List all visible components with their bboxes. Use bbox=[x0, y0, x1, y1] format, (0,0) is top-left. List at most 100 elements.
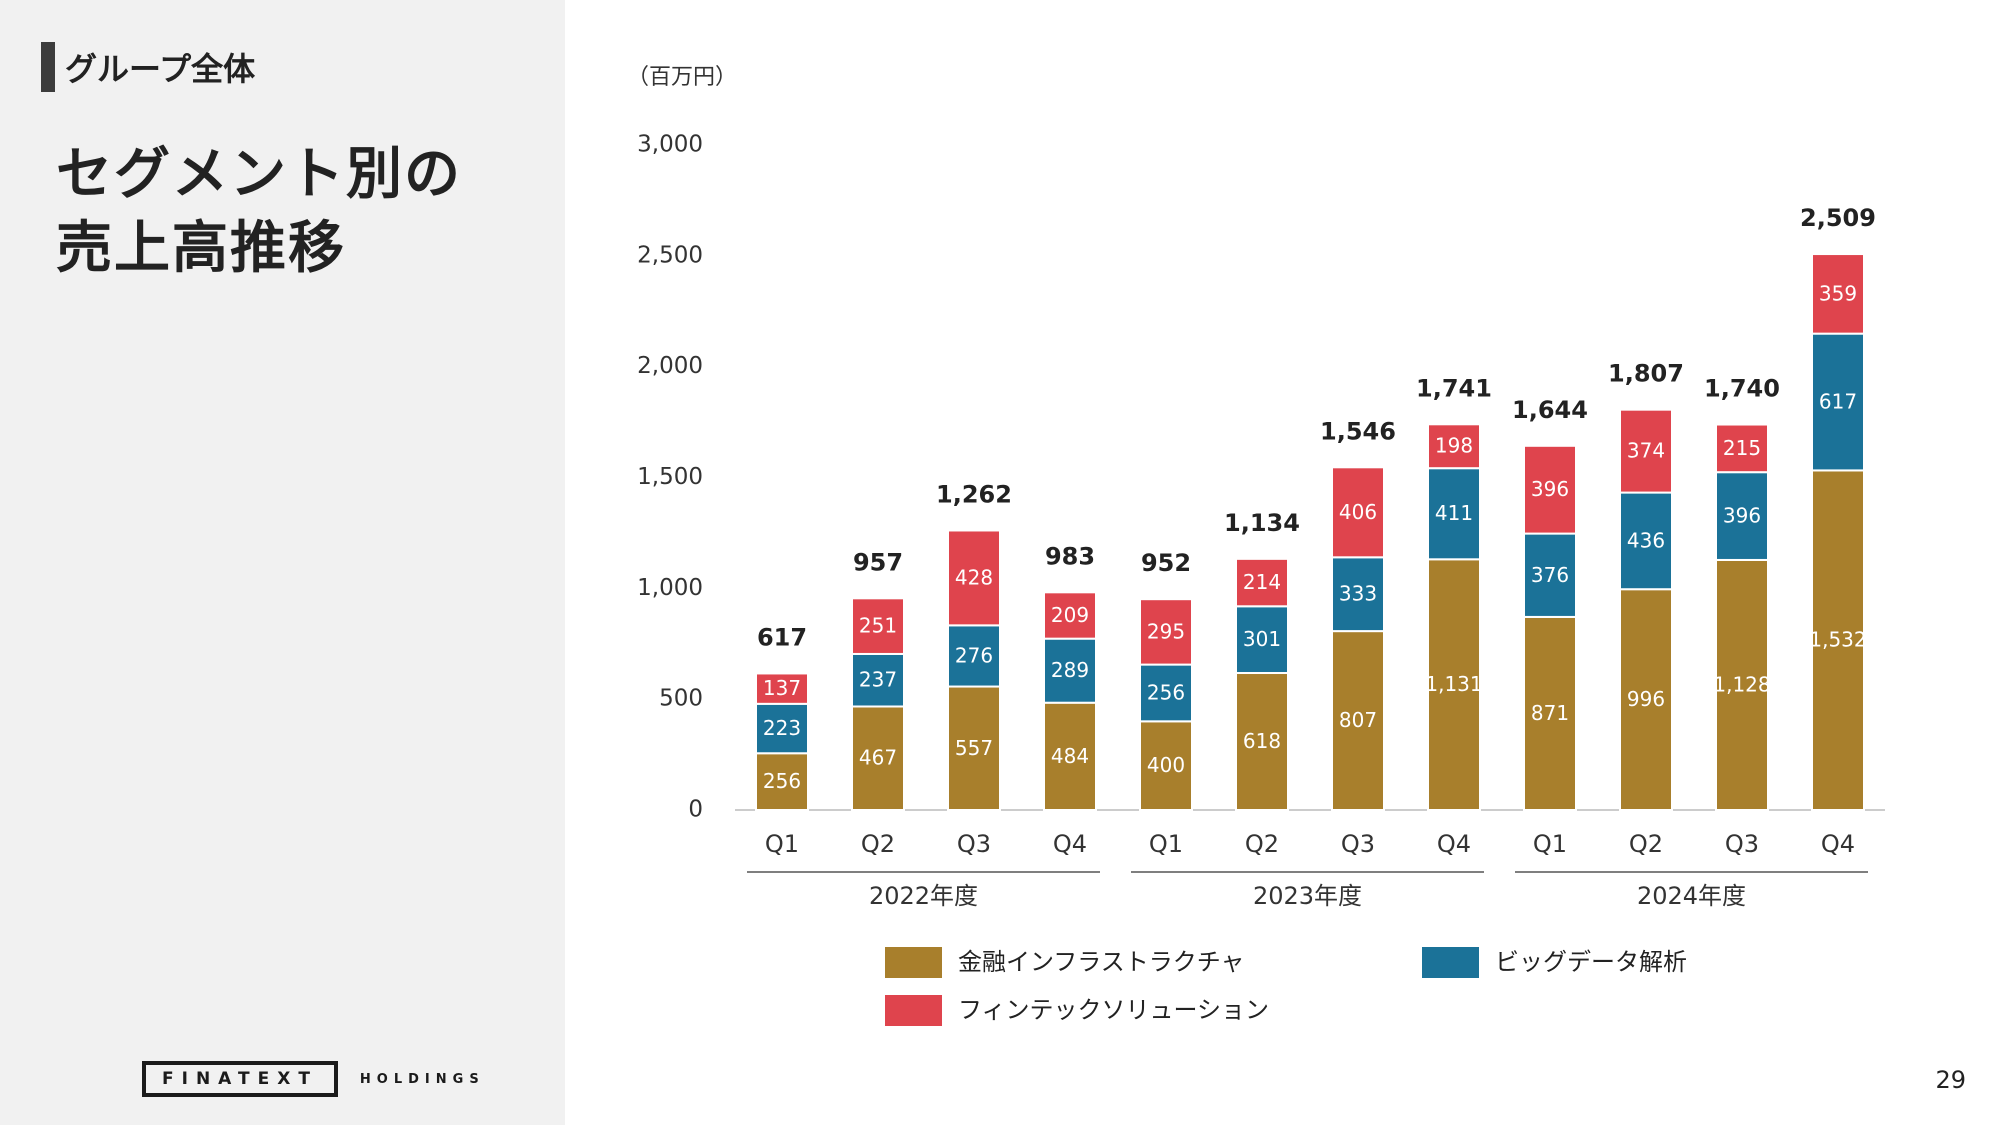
data-label: 807 bbox=[1339, 708, 1377, 732]
bar-segment bbox=[1235, 672, 1289, 812]
total-label: 1,644 bbox=[1512, 396, 1588, 424]
bar-segment bbox=[1523, 444, 1577, 535]
legend-swatch bbox=[1422, 947, 1479, 978]
bar-segment bbox=[1619, 588, 1673, 811]
total-label: 617 bbox=[757, 623, 807, 651]
bar-segment bbox=[755, 702, 809, 755]
data-label: 198 bbox=[1435, 434, 1473, 458]
y-tick-label: 0 bbox=[688, 797, 703, 823]
data-label: 276 bbox=[955, 643, 993, 667]
bar-segment bbox=[1043, 701, 1097, 811]
data-label: 1,131 bbox=[1425, 672, 1482, 696]
y-tick-label: 2,500 bbox=[637, 242, 703, 268]
data-label: 871 bbox=[1531, 701, 1569, 725]
total-label: 1,740 bbox=[1704, 375, 1780, 403]
x-tick-label: Q3 bbox=[957, 830, 991, 858]
data-label: 376 bbox=[1531, 563, 1569, 587]
data-label: 617 bbox=[1819, 390, 1857, 414]
data-label: 333 bbox=[1339, 582, 1377, 606]
data-label: 237 bbox=[859, 668, 897, 692]
bar-segment bbox=[1331, 630, 1385, 811]
bar-segment bbox=[1715, 558, 1769, 812]
data-label: 557 bbox=[955, 736, 993, 760]
bar-segment bbox=[1619, 491, 1673, 591]
total-label: 1,741 bbox=[1416, 374, 1492, 402]
bar-segment bbox=[1619, 408, 1673, 494]
y-tick-label: 1,000 bbox=[637, 575, 703, 601]
year-group-label: 2022年度 bbox=[869, 882, 978, 910]
data-label: 256 bbox=[1147, 680, 1185, 704]
data-label: 618 bbox=[1243, 729, 1281, 753]
legend-label: フィンテックソリューション bbox=[958, 996, 1269, 1024]
total-label: 1,262 bbox=[936, 480, 1012, 508]
y-tick-label: 2,000 bbox=[637, 353, 703, 379]
data-label: 996 bbox=[1627, 687, 1665, 711]
total-label: 952 bbox=[1141, 549, 1191, 577]
data-label: 428 bbox=[955, 565, 993, 589]
page-number: 29 bbox=[1935, 1066, 1966, 1094]
data-label: 137 bbox=[763, 676, 801, 700]
bar-segment bbox=[1043, 591, 1097, 640]
year-group-label: 2023年度 bbox=[1253, 882, 1362, 910]
x-tick-label: Q4 bbox=[1437, 830, 1471, 858]
bar-segment bbox=[1331, 556, 1385, 633]
total-label: 1,807 bbox=[1608, 360, 1684, 388]
logo-sub: HOLDINGS bbox=[359, 1071, 485, 1087]
bar-segment bbox=[1331, 466, 1385, 559]
data-label: 406 bbox=[1339, 500, 1377, 524]
data-label: 295 bbox=[1147, 619, 1185, 643]
x-tick-label: Q2 bbox=[861, 830, 895, 858]
legend-swatch bbox=[885, 947, 942, 978]
data-label: 215 bbox=[1723, 436, 1761, 460]
data-label: 484 bbox=[1051, 744, 1089, 768]
bar-segment bbox=[1139, 720, 1193, 811]
bar-segment bbox=[851, 652, 905, 708]
data-label: 289 bbox=[1051, 658, 1089, 682]
x-tick-label: Q3 bbox=[1725, 830, 1759, 858]
data-label: 359 bbox=[1819, 281, 1857, 305]
bar-segment bbox=[1235, 605, 1289, 675]
total-label: 1,134 bbox=[1224, 509, 1300, 537]
y-tick-label: 1,500 bbox=[637, 464, 703, 490]
company-logo: FINATEXT HOLDINGS bbox=[142, 1061, 485, 1097]
page-title-line1: セグメント別の bbox=[56, 142, 462, 207]
page-title: セグメント別の 売上高推移 bbox=[56, 138, 462, 286]
bar-segment bbox=[1139, 598, 1193, 666]
data-label: 256 bbox=[763, 769, 801, 793]
legend-label: ビッグデータ解析 bbox=[1495, 948, 1687, 976]
total-label: 2,509 bbox=[1800, 204, 1876, 232]
y-tick-label: 3,000 bbox=[637, 132, 703, 158]
section-tag: グループ全体 bbox=[41, 42, 255, 92]
bar-segment bbox=[947, 529, 1001, 627]
total-label: 957 bbox=[853, 548, 903, 576]
bar-segment bbox=[1523, 615, 1577, 812]
bar-segment bbox=[947, 685, 1001, 812]
x-tick-label: Q2 bbox=[1245, 830, 1279, 858]
year-group-label: 2024年度 bbox=[1637, 882, 1746, 910]
data-label: 396 bbox=[1723, 504, 1761, 528]
x-tick-label: Q1 bbox=[1149, 830, 1183, 858]
x-tick-label: Q1 bbox=[1533, 830, 1567, 858]
data-label: 436 bbox=[1627, 528, 1665, 552]
bar-segment bbox=[1427, 423, 1481, 470]
bar-segment bbox=[1811, 332, 1865, 472]
data-label: 223 bbox=[763, 716, 801, 740]
bar-segment bbox=[1427, 558, 1481, 811]
data-label: 1,532 bbox=[1809, 628, 1866, 652]
x-tick-label: Q3 bbox=[1341, 830, 1375, 858]
bar-segment bbox=[1043, 637, 1097, 704]
data-label: 467 bbox=[859, 746, 897, 770]
data-label: 396 bbox=[1531, 477, 1569, 501]
section-marker bbox=[41, 42, 55, 92]
legend-swatch bbox=[885, 995, 942, 1026]
x-tick-label: Q4 bbox=[1053, 830, 1087, 858]
page-title-line2: 売上高推移 bbox=[56, 216, 346, 281]
data-label: 411 bbox=[1435, 501, 1473, 525]
bar-segment bbox=[755, 672, 809, 705]
x-tick-label: Q1 bbox=[765, 830, 799, 858]
section-label: グループ全体 bbox=[65, 50, 256, 88]
x-tick-label: Q2 bbox=[1629, 830, 1663, 858]
data-label: 1,128 bbox=[1713, 672, 1770, 696]
y-tick-label: 500 bbox=[659, 686, 703, 712]
